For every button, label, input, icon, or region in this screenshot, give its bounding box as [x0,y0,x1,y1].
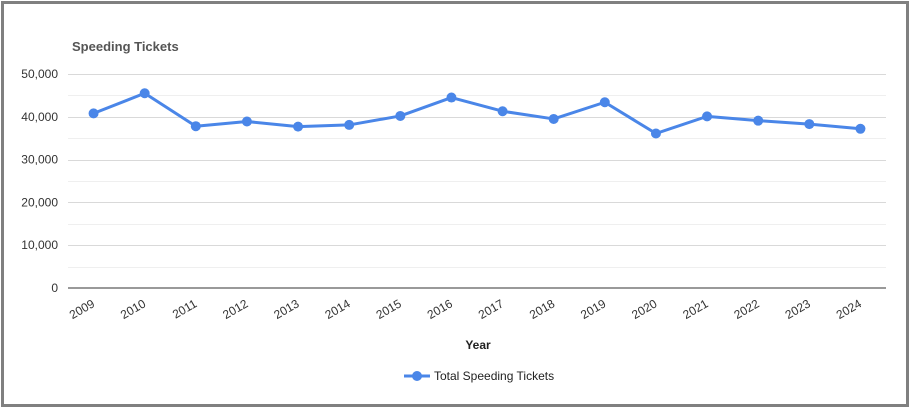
data-point[interactable] [139,88,150,99]
series-line [92,91,862,135]
x-axis-ticks: 2009 2010 2011 2012 2013 2014 2015 2016 2017 2018… [67,296,864,322]
data-point[interactable] [702,111,713,122]
x-tick-label: 2020 [629,296,659,322]
x-tick-label: 2015 [374,296,404,322]
gridlines [68,74,886,268]
data-point[interactable] [804,119,815,130]
legend-marker-swatch [412,371,422,381]
data-point[interactable] [446,92,457,103]
x-tick-label: 2009 [67,296,97,322]
data-point[interactable] [293,121,304,132]
x-tick-label: 2011 [170,296,200,321]
x-tick-label: 2023 [783,296,813,322]
data-point[interactable] [190,121,201,132]
data-point[interactable] [88,108,99,119]
data-point[interactable] [753,115,764,126]
x-tick-label: 2010 [118,296,148,322]
x-tick-label: 2022 [732,296,762,322]
data-point[interactable] [241,116,252,127]
x-tick-label: 2016 [425,296,455,322]
x-tick-label: 2013 [271,296,301,322]
data-point[interactable] [548,113,559,124]
y-tick-label: 0 [51,281,58,295]
data-point[interactable] [497,106,508,117]
x-tick-label: 2021 [680,296,710,322]
data-point[interactable] [650,128,661,139]
y-tick-label: 40,000 [21,110,58,124]
data-point[interactable] [855,123,866,134]
chart-title: Speeding Tickets [72,39,179,54]
legend[interactable]: Total Speeding Tickets [404,369,554,383]
x-tick-label: 2014 [323,296,353,322]
x-tick-label: 2018 [527,296,557,322]
y-tick-label: 30,000 [21,153,58,167]
series-layer [88,88,866,139]
y-tick-label: 10,000 [21,238,58,252]
data-point[interactable] [395,110,406,121]
x-tick-label: 2012 [220,296,250,322]
x-tick-label: 2024 [834,296,864,322]
x-axis-label: Year [465,338,491,352]
y-tick-label: 20,000 [21,195,58,209]
x-tick-label: 2019 [578,296,608,322]
data-point[interactable] [344,119,355,130]
legend-label: Total Speeding Tickets [434,369,554,383]
data-point[interactable] [599,97,610,108]
y-tick-label: 50,000 [21,67,58,81]
x-tick-label: 2017 [476,296,506,322]
y-axis-ticks: 0 10,000 20,000 30,000 40,000 50,000 [21,67,58,295]
